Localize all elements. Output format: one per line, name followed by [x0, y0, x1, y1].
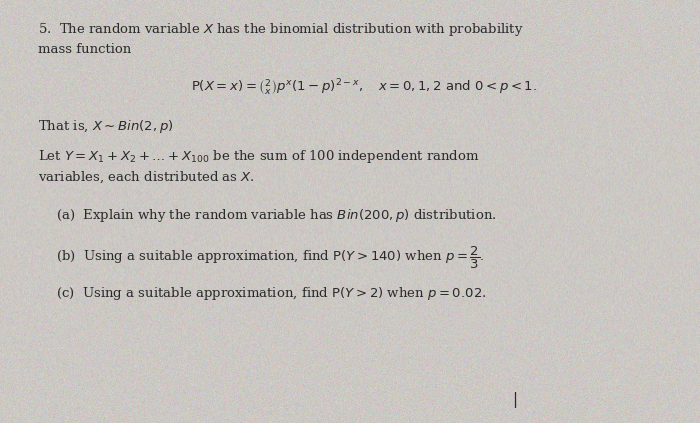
Text: (a)  Explain why the random variable has $Bin(200, p)$ distribution.: (a) Explain why the random variable has …: [56, 207, 497, 224]
Text: 5.  The random variable $X$ has the binomial distribution with probability: 5. The random variable $X$ has the binom…: [38, 21, 524, 38]
Text: variables, each distributed as $X$.: variables, each distributed as $X$.: [38, 169, 256, 184]
Text: (c)  Using a suitable approximation, find $\mathrm{P}(Y > 2)$ when $p = 0.02$.: (c) Using a suitable approximation, find…: [56, 286, 486, 302]
Text: $|$: $|$: [512, 390, 517, 410]
Text: mass function: mass function: [38, 44, 132, 56]
Text: That is, $X \sim Bin(2, p)$: That is, $X \sim Bin(2, p)$: [38, 118, 174, 135]
Text: Let $Y = X_1 + X_2 + \ldots + X_{100}$ be the sum of 100 independent random: Let $Y = X_1 + X_2 + \ldots + X_{100}$ b…: [38, 148, 480, 165]
Text: $\mathrm{P}(X = x) = \binom{2}{x}p^{x}(1-p)^{2-x}, \quad x = 0, 1, 2 \text{ and : $\mathrm{P}(X = x) = \binom{2}{x}p^{x}(1…: [191, 77, 537, 97]
Text: (b)  Using a suitable approximation, find $\mathrm{P}(Y > 140)$ when $p = \dfrac: (b) Using a suitable approximation, find…: [56, 245, 484, 271]
